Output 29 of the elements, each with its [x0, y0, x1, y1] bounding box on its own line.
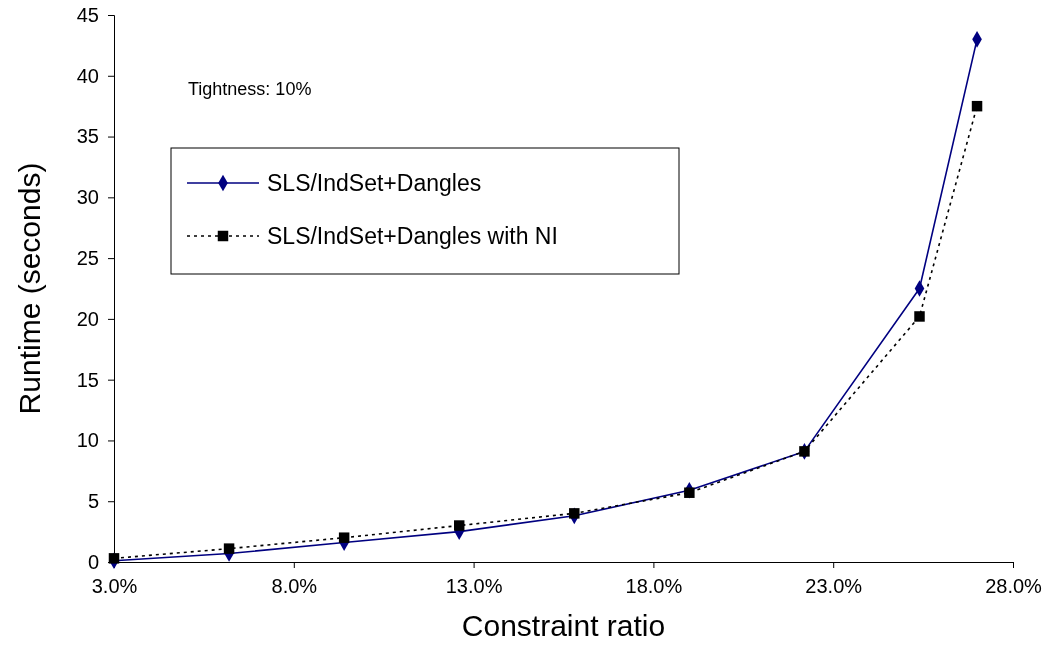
- legend-label: SLS/IndSet+Dangles with NI: [267, 223, 558, 249]
- annotation: Tightness: 10%: [188, 79, 312, 99]
- y-tick-label: 10: [76, 429, 99, 452]
- y-tick-label: 40: [76, 64, 99, 87]
- legend-label: SLS/IndSet+Dangles: [267, 170, 482, 196]
- x-tick-label: 23.0%: [805, 575, 863, 597]
- y-tick-label: 5: [87, 490, 99, 513]
- y-axis-title: Runtime (seconds): [13, 162, 46, 415]
- point: [569, 508, 580, 519]
- point: [223, 543, 235, 554]
- x-tick-label: 8.0%: [271, 575, 318, 597]
- x-tick-label: 3.0%: [91, 575, 138, 597]
- x-tick-label: 28.0%: [985, 575, 1043, 597]
- y-tick-label: 45: [76, 3, 99, 26]
- y-tick-label: 15: [76, 368, 99, 391]
- point: [108, 553, 120, 564]
- point: [338, 532, 350, 543]
- point: [684, 487, 695, 498]
- x-tick-label: 18.0%: [625, 575, 683, 597]
- y-tick-label: 35: [76, 125, 99, 148]
- y-tick-label: 30: [76, 186, 99, 209]
- y-tick-label: 20: [76, 307, 99, 330]
- point: [453, 520, 465, 531]
- y-tick-label: 25: [76, 247, 99, 270]
- x-tick-label: 13.0%: [445, 575, 503, 597]
- x-axis-title: Constraint ratio: [461, 609, 666, 642]
- y-tick-label: 0: [87, 550, 99, 573]
- point: [971, 100, 983, 112]
- point: [914, 311, 925, 322]
